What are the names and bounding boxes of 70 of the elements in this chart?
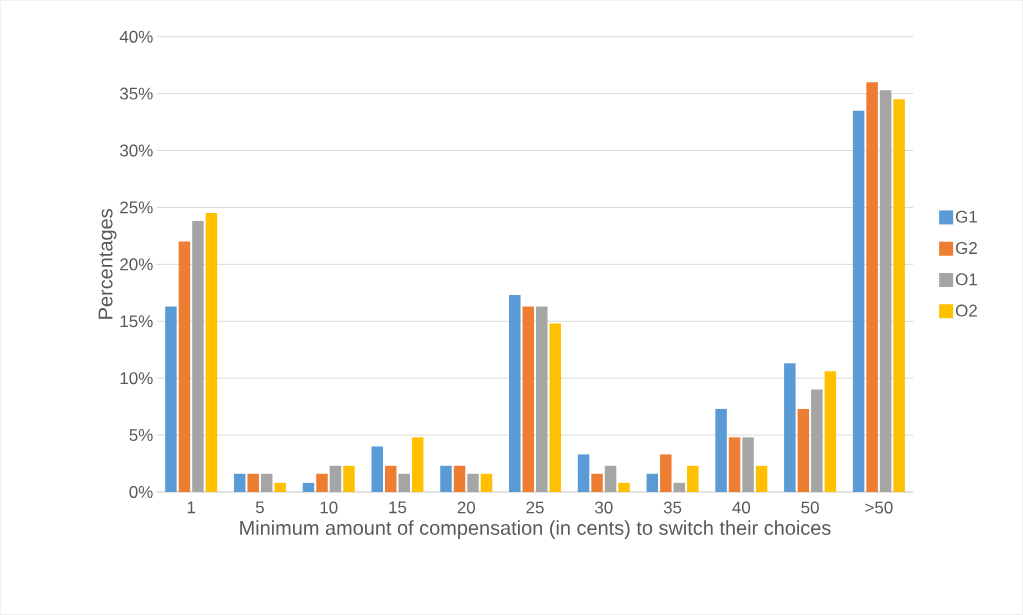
bar [797,409,810,493]
legend-label: O2 [955,304,977,317]
bar [384,465,397,493]
bar [893,99,905,493]
bar [742,437,754,493]
bar [660,454,672,493]
bar [302,483,315,493]
x-tick-label: 5 [255,501,264,514]
bar [549,323,562,493]
legend-label: O1 [955,273,977,286]
bar [755,465,768,493]
bar [371,446,383,493]
bar [192,221,204,493]
bar [591,473,603,493]
bar [879,90,892,493]
x-tick-label: 30 [595,501,613,514]
bar [398,473,410,493]
bar [316,473,328,493]
legend-label: G2 [955,242,977,255]
x-tick-label: 25 [526,501,544,514]
x-tick-label: 10 [320,501,338,514]
y-axis-title: Percentages [98,209,117,319]
bar [852,110,865,493]
x-axis-title: Minimum amount of compensation (in cents) to switch their choices [240,520,831,540]
bar [536,306,548,493]
bar [646,473,659,493]
bar [480,473,493,493]
bar [784,363,796,493]
x-tick-label: 35 [663,501,682,514]
bar [329,465,342,493]
bar [247,473,259,493]
y-tick-label: 35% [120,87,153,100]
x-tick-label: 20 [457,501,476,514]
bar [411,437,424,493]
x-tick-label: 50 [801,501,819,514]
bar [604,465,617,493]
bar [205,213,218,493]
legend-label: G1 [955,210,977,223]
x-tick-label: 15 [389,501,407,514]
bar [233,473,246,493]
bar [728,437,741,493]
y-tick-label: 5% [129,429,153,442]
y-tick-label: 25% [120,201,153,214]
bar [274,483,286,493]
x-tick-label: >50 [865,501,893,514]
bar [618,483,630,493]
bar [673,483,686,493]
bar [522,306,535,493]
bar [165,306,177,493]
bar [178,241,191,493]
bar [343,465,355,493]
bar [509,295,521,493]
bar [687,465,699,493]
bar [824,371,837,493]
bar [467,473,479,493]
y-tick-label: 10% [120,372,153,385]
bar [440,465,452,493]
y-tick-label: 15% [120,315,153,328]
y-tick-label: 40% [119,30,153,43]
bar [715,409,727,493]
bar [866,82,878,493]
bar [577,454,590,493]
y-tick-label: 0% [129,486,153,499]
y-tick-label: 20% [120,258,153,271]
x-tick-label: 40 [732,501,751,514]
x-tick-label: 1 [187,501,196,514]
y-tick-label: 30% [120,144,153,157]
bar [811,389,823,493]
bar [260,473,273,493]
bar [453,465,466,493]
